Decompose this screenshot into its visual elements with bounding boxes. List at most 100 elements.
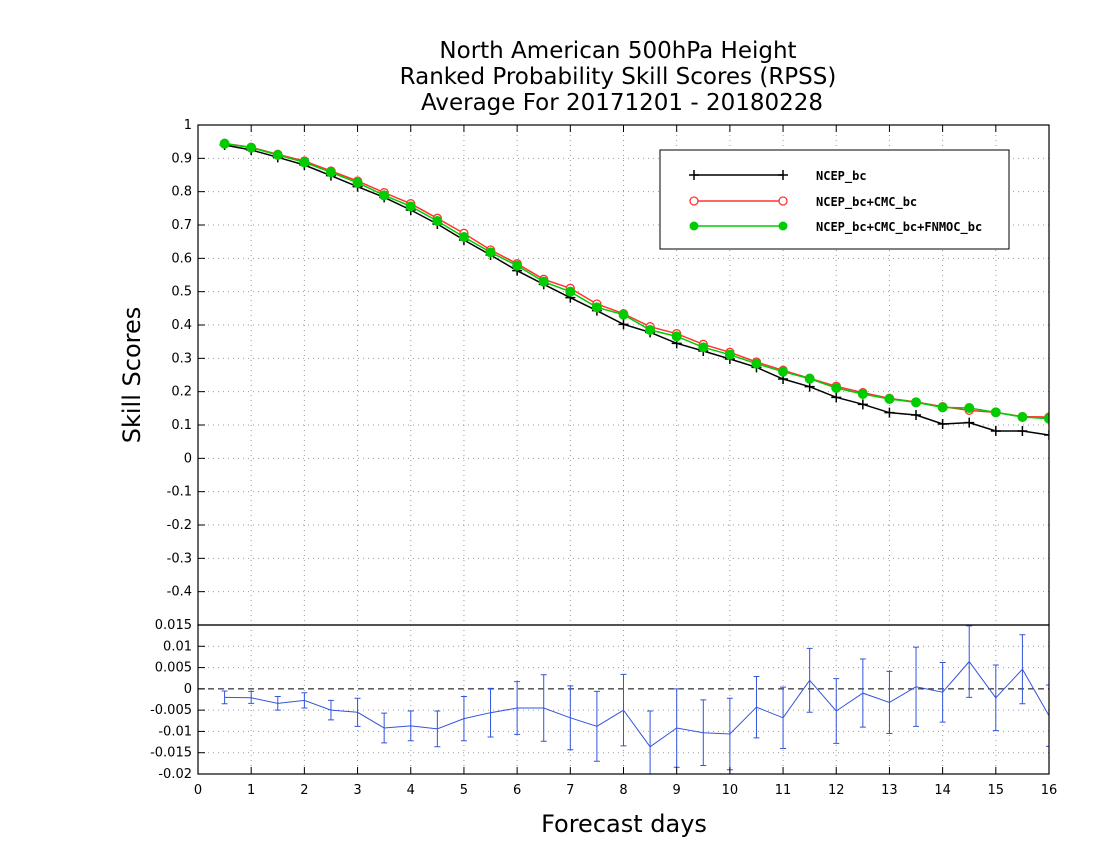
data-point [1017,412,1028,422]
data-point [432,216,443,226]
data-point [857,399,868,410]
chart-title-line-1: North American 500hPa Height [439,38,796,64]
data-point [831,392,842,403]
diff-y-tick-label: 0.01 [163,639,192,654]
diff-series-group [221,625,1049,774]
x-tick-label: 14 [934,783,951,798]
x-tick-label: 15 [988,783,1005,798]
x-tick-label: 0 [194,783,202,798]
x-tick-label: 6 [513,783,521,798]
data-point [964,403,975,413]
data-point [884,394,895,404]
main-y-tick-label: 0.6 [171,251,192,266]
main-y-tick-label: 1 [184,118,192,133]
chart-title: North American 500hPa Height Ranked Prob… [400,38,837,116]
x-tick-label: 4 [407,783,415,798]
legend-marker [689,196,699,206]
diff-y-tick-label: -0.005 [150,703,192,718]
legend: NCEP_bc NCEP_bc+CMC_bc NCEP_bc+CMC_bc+FNMO… [659,149,1010,250]
difference-panel: 0.015 0.01 0.005 0 -0.005 -0.01 -0.015 -0.02 [150,618,1050,782]
data-point [698,342,709,353]
main-y-tick-label: 0.2 [171,385,192,400]
data-point [299,157,310,168]
main-y-tick-label: -0.4 [167,585,192,600]
data-point [751,358,762,369]
data-point [804,373,815,384]
legend-marker [778,221,788,231]
main-y-tick-label: 0 [184,451,192,466]
legend-marker [689,170,699,180]
main-series-group [219,138,1049,440]
data-point [884,407,895,418]
data-point [937,419,948,429]
data-point [857,389,868,399]
diff-y-tick-label: 0.015 [155,618,192,633]
legend-marker [778,196,788,206]
data-point [937,402,948,413]
data-point [538,276,549,287]
main-y-tick-label: -0.1 [167,485,192,500]
legend-marker [689,221,699,231]
main-y-tick-label: -0.2 [167,518,192,533]
diff-y-tick-label: 0 [184,682,192,697]
x-tick-label: 13 [881,783,898,798]
data-point [990,407,1001,418]
x-tick-label: 5 [460,783,468,798]
data-point [405,201,416,212]
legend-entry-2: NCEP_bc+CMC_bc+FNMOC_bc [816,220,982,235]
data-point [911,410,922,420]
diff-y-tick-label: -0.015 [150,746,192,761]
main-y-tick-label: 0.5 [171,285,192,300]
x-tick-label: 1 [247,783,255,798]
chart-title-line-2: Ranked Probability Skill Scores (RPSS) [400,64,837,90]
x-tick-label: 9 [673,783,681,798]
legend-entry-1: NCEP_bc+CMC_bc [816,195,917,210]
data-point [458,232,469,242]
main-y-tick-label: 0.9 [171,151,192,166]
chart-title-line-3: Average For 20171201 - 20180228 [421,90,823,116]
data-point [618,319,629,330]
data-point [379,190,390,201]
data-point [1044,430,1049,440]
data-point [1044,413,1049,424]
diff-y-tick-label: 0.005 [155,661,192,676]
main-y-tick-label: -0.3 [167,551,192,566]
x-tick-label: 11 [775,783,792,798]
data-point [990,426,1001,436]
data-point [831,383,842,393]
data-point [1017,426,1028,436]
x-axis: 0 1 2 3 4 5 6 7 8 9 10 11 12 13 14 15 16 [194,125,1057,798]
data-point [591,302,602,313]
data-point [325,167,336,178]
data-point [272,150,283,160]
data-point [911,397,922,408]
x-tick-label: 7 [566,783,574,798]
data-point [485,247,496,258]
data-point [724,349,735,360]
difference-line [224,660,1049,748]
legend-entry-0: NCEP_bc [816,169,867,184]
data-point [778,366,789,377]
data-point [964,417,975,428]
data-point [512,260,523,271]
data-point [219,138,230,149]
diff-y-tick-label: -0.01 [158,724,192,739]
x-tick-label: 16 [1041,783,1058,798]
data-point [565,286,576,297]
x-tick-label: 12 [828,783,845,798]
diff-y-tick-label: -0.02 [158,767,192,782]
x-tick-label: 2 [300,783,308,798]
x-tick-label: 3 [353,783,361,798]
x-axis-label: Forecast days [541,810,707,838]
legend-marker [778,170,788,180]
main-y-tick-label: 0.1 [171,418,192,433]
main-y-tick-label: 0.7 [171,218,192,233]
data-point [246,142,257,153]
data-point [645,325,656,335]
main-y-tick-label: 0.8 [171,185,192,200]
error-bar [1046,684,1049,747]
data-point [671,331,682,342]
data-point [352,177,363,188]
main-y-tick-label: 0.3 [171,351,192,366]
